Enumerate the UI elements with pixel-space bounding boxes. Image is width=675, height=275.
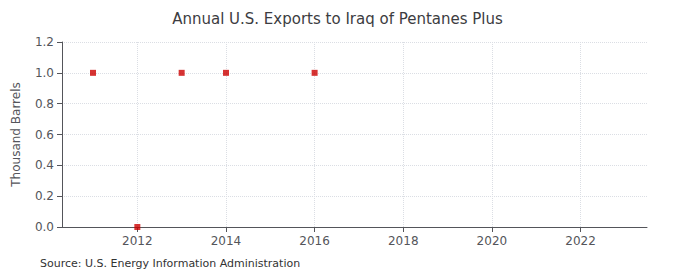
svg-text:1.0: 1.0	[35, 66, 54, 80]
svg-text:Source: U.S. Energy Informatio: Source: U.S. Energy Information Administ…	[40, 257, 300, 270]
svg-text:2018: 2018	[388, 234, 419, 248]
svg-text:1.2: 1.2	[35, 35, 54, 49]
svg-text:2014: 2014	[211, 234, 242, 248]
svg-text:0.2: 0.2	[35, 189, 54, 203]
svg-text:Thousand Barrels: Thousand Barrels	[9, 82, 23, 187]
svg-text:2012: 2012	[122, 234, 153, 248]
svg-text:2016: 2016	[299, 234, 330, 248]
svg-text:0.4: 0.4	[35, 158, 54, 172]
svg-text:0.0: 0.0	[35, 220, 54, 234]
svg-text:2020: 2020	[477, 234, 508, 248]
svg-text:Annual U.S. Exports to Iraq of: Annual U.S. Exports to Iraq of Pentanes …	[172, 10, 503, 28]
svg-text:2022: 2022	[565, 234, 596, 248]
svg-text:0.8: 0.8	[35, 97, 54, 111]
svg-text:0.6: 0.6	[35, 128, 54, 142]
